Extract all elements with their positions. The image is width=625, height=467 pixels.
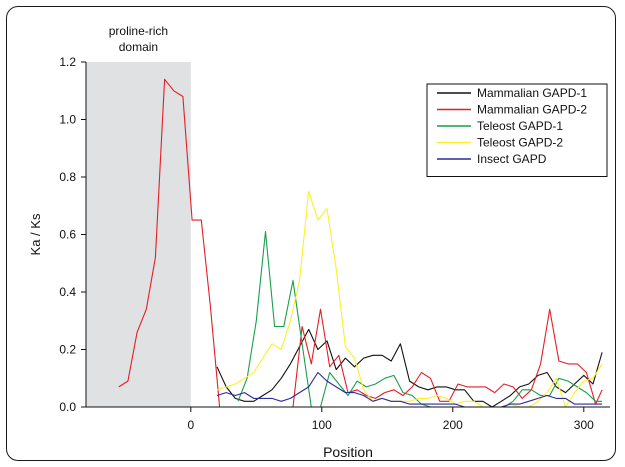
series-line-0 — [216, 328, 603, 408]
y-tick-label: 1.2 — [59, 55, 76, 69]
legend-label-0: Mammalian GAPD-1 — [477, 86, 587, 100]
y-tick-label: 0.2 — [59, 343, 76, 357]
y-tick-label: 1.0 — [59, 113, 76, 127]
legend-label-1: Mammalian GAPD-2 — [477, 103, 587, 117]
x-tick-label: 0 — [187, 418, 194, 432]
shade-label-line-2: domain — [119, 40, 158, 54]
axes-layer: 0.0 0.2 0.4 0.6 0.8 1.0 1.2 0 100 200 300 — [59, 55, 610, 432]
shade-label-line-1: proline-rich — [109, 24, 168, 38]
y-tick-label: 0.6 — [59, 228, 76, 242]
series-line-1 — [118, 78, 603, 408]
proline-rich-shading — [86, 62, 191, 407]
legend-label-2: Teleost GAPD-1 — [477, 119, 563, 133]
legend-label-4: Insect GAPD — [477, 152, 547, 166]
x-tick-label: 100 — [312, 418, 332, 432]
series-layer — [118, 78, 603, 408]
y-tick-label: 0.4 — [59, 285, 76, 299]
legend-label-3: Teleost GAPD-2 — [477, 136, 563, 150]
x-tick-label: 200 — [443, 418, 463, 432]
y-axis-label: Ka / Ks — [28, 213, 43, 255]
series-line-4 — [216, 371, 603, 408]
x-tick-label: 300 — [574, 418, 594, 432]
legend-box — [426, 83, 608, 177]
y-tick-label: 0.8 — [59, 170, 76, 184]
x-axis-label: Position — [323, 444, 373, 460]
series-line-3 — [216, 190, 603, 408]
figure-frame — [6, 6, 616, 461]
y-tick-label: 0.0 — [59, 400, 76, 414]
legend: Mammalian GAPD-1 Mammalian GAPD-2 Teleost … — [426, 83, 608, 177]
